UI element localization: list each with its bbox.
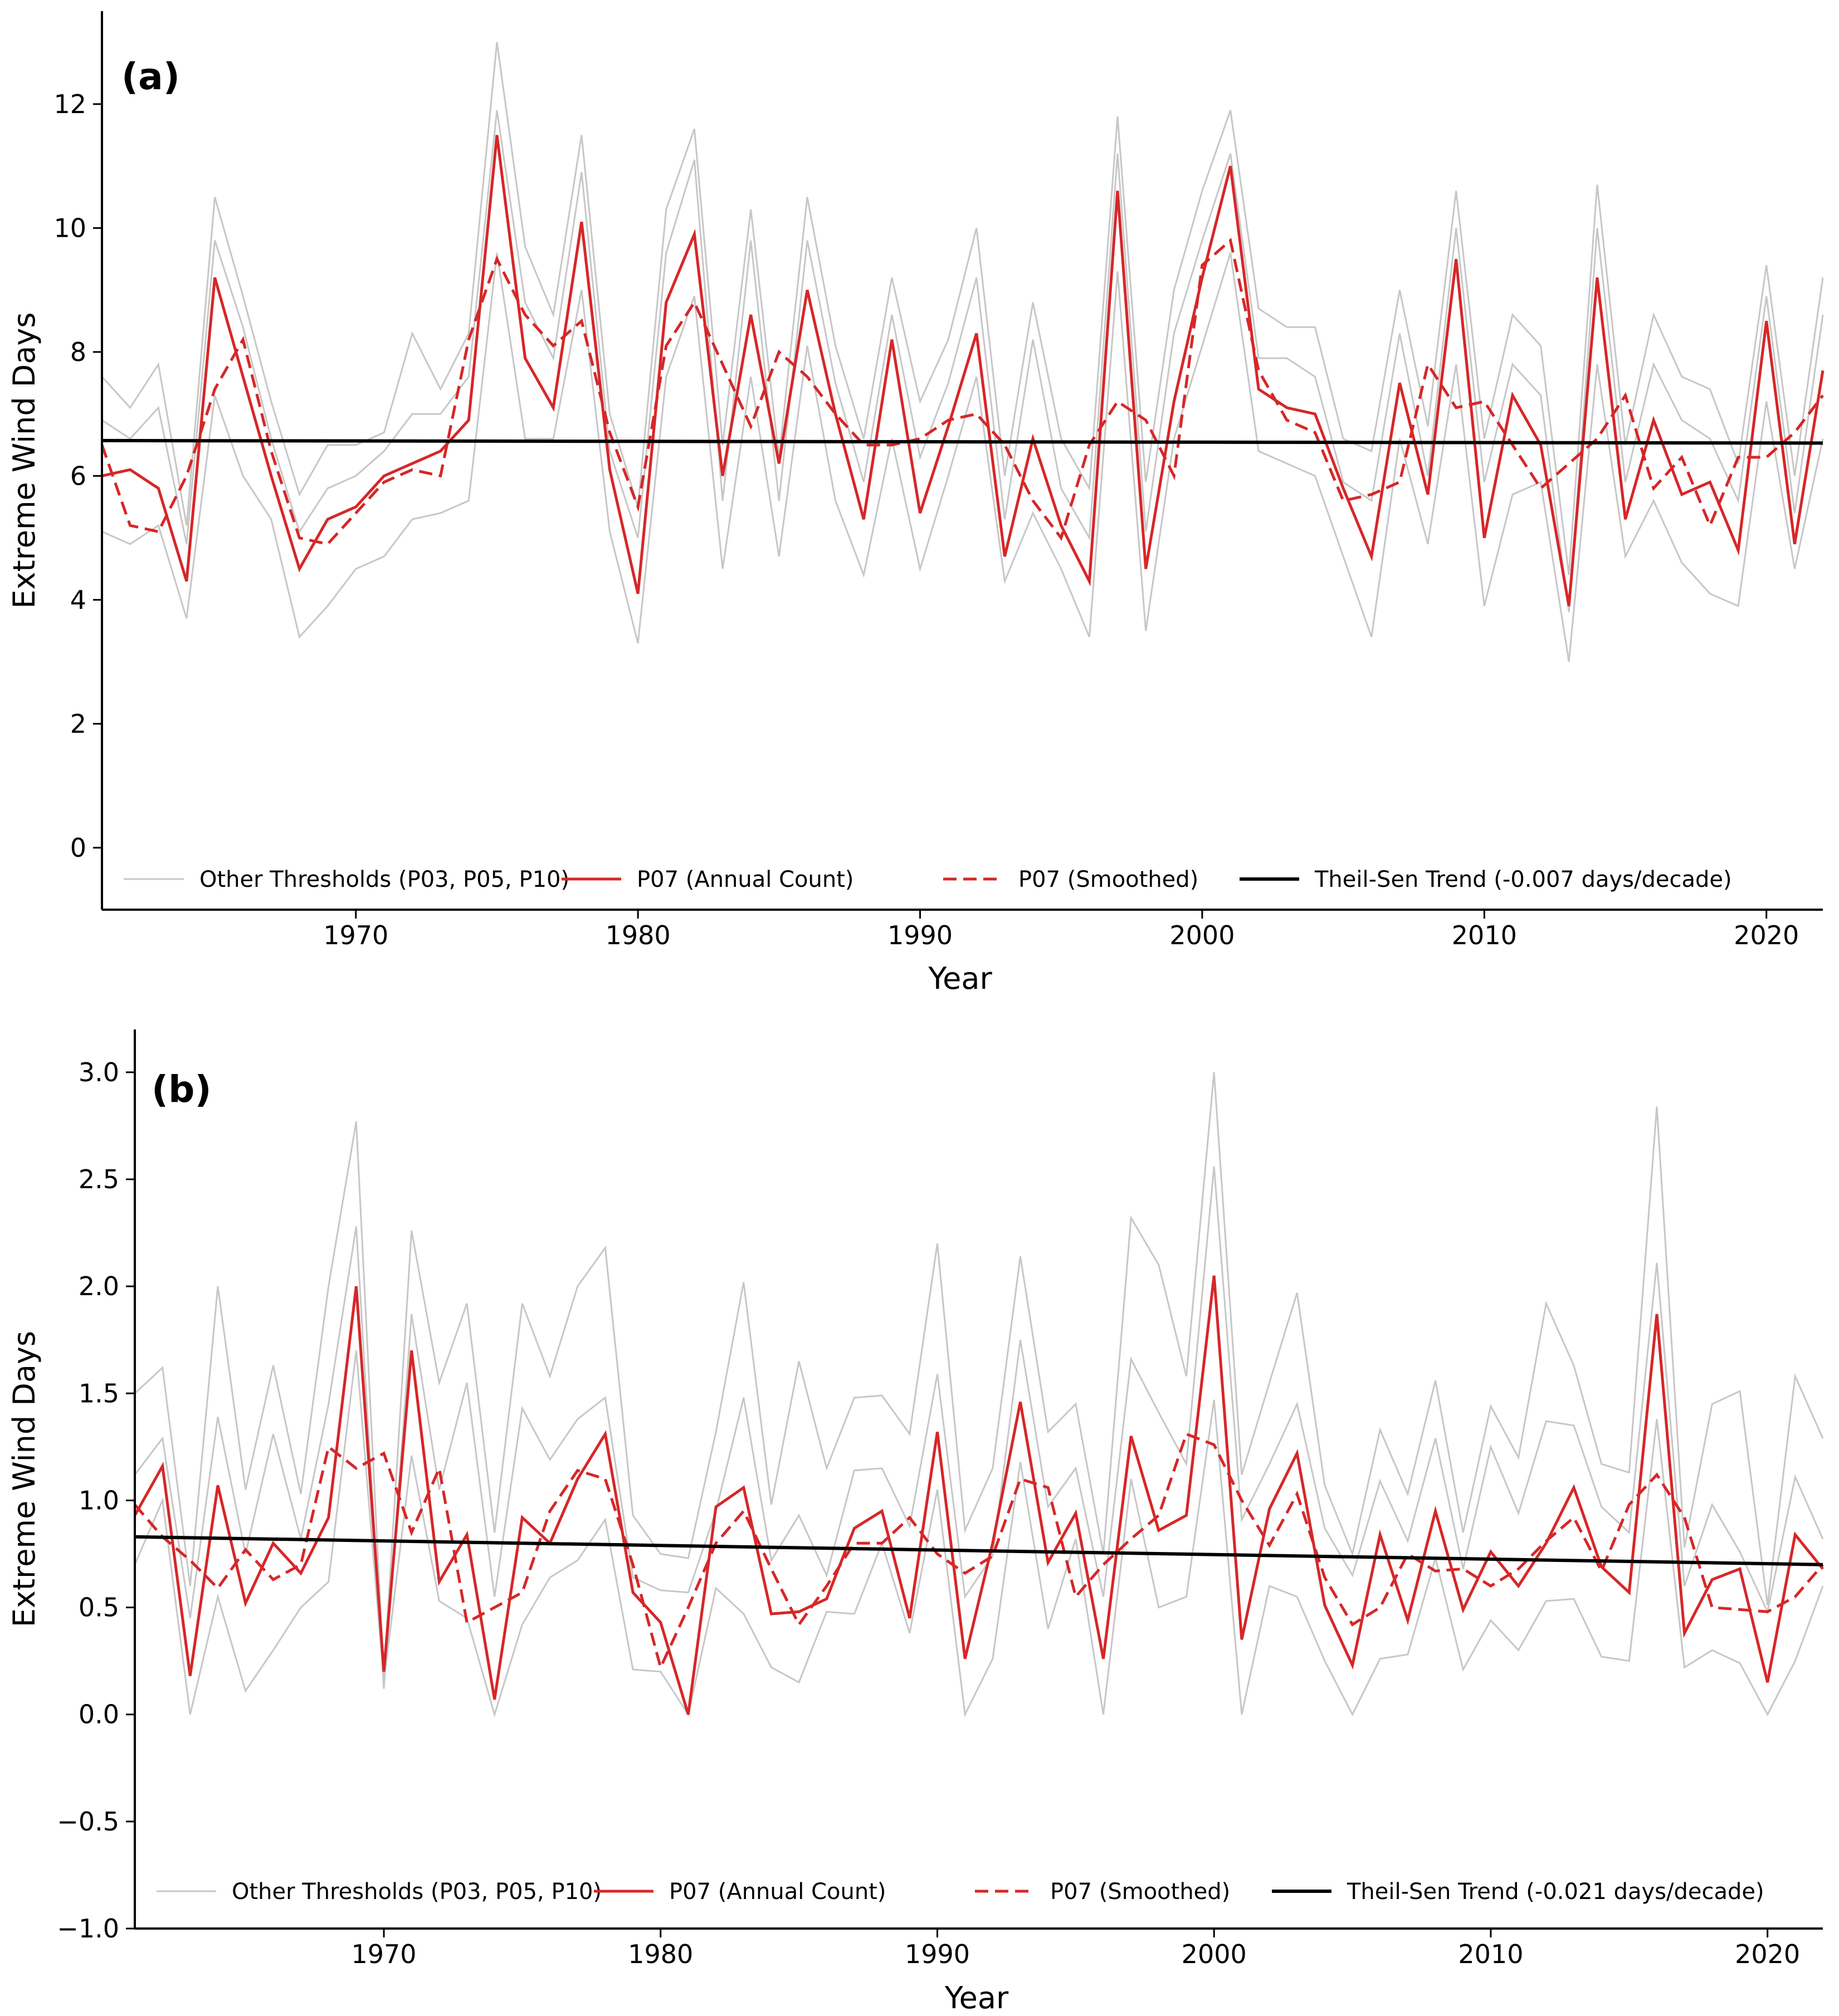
- panel-b-y-tick-label: 1.0: [79, 1485, 119, 1515]
- panel-a-x-tick-label: 1980: [606, 920, 671, 950]
- panel-a-series-line-1: [101, 110, 1824, 613]
- panel-a-label: (a): [121, 55, 180, 98]
- panel-b-series-line-2: [134, 1350, 1824, 1717]
- panel-a-y-tick-label: 2: [70, 709, 86, 739]
- panel-a-x-tick-label: 1990: [887, 920, 953, 950]
- panel-a-series-line-3: [101, 135, 1825, 607]
- panel-a-x-tick-label: 1970: [323, 920, 388, 950]
- panel-b-y-tick-label: −1.0: [57, 1914, 119, 1944]
- panel-b-y-tick-label: −0.5: [57, 1807, 119, 1837]
- panel-b-y-tick-label: 3.0: [79, 1057, 119, 1087]
- panel-a-legend-label-2: P07 (Smoothed): [1018, 867, 1198, 892]
- panel-b-series-line-1: [134, 1166, 1824, 1689]
- panel-b-x-axis-label: Year: [944, 1980, 1009, 2015]
- panel-b-y-tick-label: 2.5: [79, 1164, 119, 1194]
- panel-a-series-line-0: [101, 42, 1824, 575]
- panel-b-x-tick-label: 1990: [905, 1939, 970, 1969]
- panel-a-y-tick-label: 8: [70, 337, 86, 367]
- panel-b-y-axis-label: Extreme Wind Days: [7, 1331, 42, 1627]
- panel-a-y-tick-label: 6: [70, 461, 86, 491]
- panel-b-x-tick-label: 1980: [628, 1939, 693, 1969]
- panel-b-legend-label-2: P07 (Smoothed): [1050, 1879, 1230, 1905]
- panel-b-legend-label-0: Other Thresholds (P03, P05, P10): [232, 1879, 602, 1905]
- panel-a-x-tick-label: 2020: [1734, 920, 1799, 950]
- panel-a-y-tick-label: 10: [53, 213, 86, 243]
- panel-a-series-line-4: [100, 237, 1824, 546]
- panel-b-x-tick-label: 2010: [1458, 1939, 1523, 1969]
- panel-b-series-line-5: [134, 1535, 1823, 1566]
- panel-a-y-axis-label: Extreme Wind Days: [7, 312, 42, 608]
- panel-b-label: (b): [152, 1068, 212, 1111]
- panel-b-y-tick-label: 0.5: [79, 1593, 119, 1623]
- panel-b-y-tick-label: 1.5: [79, 1378, 119, 1408]
- panel-a-chart: (a) 1970 1980 1990 2000 2010 2020 0 2 4 6 8 10 12 Yea…: [7, 11, 1825, 996]
- panel-b-y-tick-label: 2.0: [79, 1271, 119, 1301]
- panel-b-y-tick-label: 0.0: [79, 1700, 119, 1730]
- panel-a-x-axis-label: Year: [928, 961, 992, 996]
- panel-a-series-line-2: [101, 252, 1824, 662]
- panel-a-x-tick-label: 2000: [1169, 920, 1235, 950]
- panel-a-legend-label-0: Other Thresholds (P03, P05, P10): [199, 867, 569, 892]
- panel-a-legend-label-3: Theil-Sen Trend (-0.007 days/decade): [1314, 867, 1732, 892]
- panel-a-y-tick-label: 4: [70, 585, 86, 615]
- panel-a-y-tick-label: 12: [53, 89, 86, 119]
- panel-b-x-tick-label: 1970: [352, 1939, 417, 1969]
- panel-b-legend-label-1: P07 (Annual Count): [669, 1879, 886, 1905]
- panel-b-chart: (b) 1970 1980 1990 2000 2010 2020 −1.0 −0.5 0.0 0…: [7, 1029, 1824, 2015]
- panel-b-legend-label-3: Theil-Sen Trend (-0.021 days/decade): [1347, 1879, 1764, 1905]
- panel-a-legend-label-1: P07 (Annual Count): [637, 867, 854, 892]
- panel-b-series-line-0: [134, 1072, 1824, 1676]
- panel-a-y-tick-label: 0: [70, 833, 86, 863]
- panel-a-series-line-5: [101, 438, 1823, 445]
- panel-b-series-line-3: [133, 1275, 1824, 1715]
- panel-b-x-tick-label: 2020: [1735, 1939, 1800, 1969]
- panel-a-x-tick-label: 2010: [1452, 920, 1517, 950]
- panel-b-x-tick-label: 2000: [1182, 1939, 1247, 1969]
